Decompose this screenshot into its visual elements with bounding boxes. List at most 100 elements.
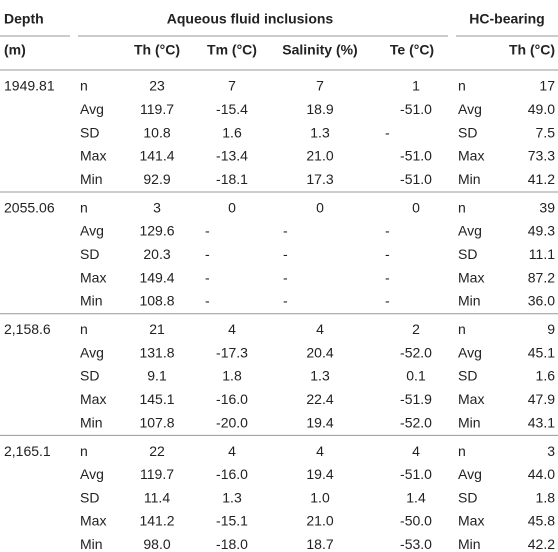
depth: 2,158.6 xyxy=(4,321,51,337)
stat-label: Min xyxy=(80,293,103,309)
cell: 0.1 xyxy=(406,368,426,384)
cell: - xyxy=(385,269,390,285)
cell: -18.0 xyxy=(216,536,248,552)
cell: 18.7 xyxy=(306,536,333,552)
cell: 23 xyxy=(149,78,165,94)
stat-label: Min xyxy=(80,536,103,552)
stat-label: Max xyxy=(458,148,484,164)
cell: -20.0 xyxy=(216,414,248,430)
cell: 49.0 xyxy=(528,101,555,117)
cell: 45.8 xyxy=(528,513,555,529)
cell: 4 xyxy=(316,321,324,337)
stat-label: n xyxy=(458,199,466,215)
stat-label: SD xyxy=(80,368,99,384)
stat-label: Avg xyxy=(458,101,482,117)
cell: 1.4 xyxy=(406,489,426,505)
cell: - xyxy=(283,246,288,262)
cell: -51.0 xyxy=(400,148,432,164)
stat-label: SD xyxy=(458,246,477,262)
cell: 21.0 xyxy=(306,513,333,529)
cell: - xyxy=(385,246,390,262)
stat-label: Avg xyxy=(80,466,104,482)
stat-label: SD xyxy=(458,368,477,384)
cell: 4 xyxy=(316,443,324,459)
stat-label: Max xyxy=(458,513,484,529)
cell: 20.3 xyxy=(143,246,170,262)
cell: 3 xyxy=(153,199,161,215)
cell: 0 xyxy=(316,199,324,215)
cell: 47.9 xyxy=(528,391,555,407)
stat-label: Max xyxy=(80,148,106,164)
cell: 7.5 xyxy=(536,124,556,140)
stat-label: Avg xyxy=(458,466,482,482)
cell: -51.0 xyxy=(400,101,432,117)
column-header: Salinity (%) xyxy=(282,42,357,58)
cell: 43.1 xyxy=(528,414,555,430)
cell: -16.0 xyxy=(216,391,248,407)
column-header: Th (°C) xyxy=(134,42,180,58)
cell: 141.2 xyxy=(139,513,174,529)
cell: 22 xyxy=(149,443,165,459)
cell: 145.1 xyxy=(139,391,174,407)
stat-label: Min xyxy=(458,293,481,309)
cell: - xyxy=(205,293,210,309)
cell: 1.0 xyxy=(310,489,330,505)
cell: 41.2 xyxy=(528,171,555,187)
cell: - xyxy=(385,293,390,309)
cell: 149.4 xyxy=(139,269,174,285)
cell: - xyxy=(283,293,288,309)
stat-label: SD xyxy=(458,124,477,140)
cell: 4 xyxy=(228,443,236,459)
cell: 11.4 xyxy=(144,489,170,505)
stat-label: Avg xyxy=(80,223,104,239)
cell: - xyxy=(385,124,390,140)
cell: - xyxy=(283,223,288,239)
cell: 0 xyxy=(412,199,420,215)
stat-label: Min xyxy=(458,171,481,187)
cell: 131.8 xyxy=(139,344,174,360)
cell: 87.2 xyxy=(528,269,555,285)
cell: -15.4 xyxy=(216,101,248,117)
cell: 11.1 xyxy=(529,246,555,262)
cell: 1.3 xyxy=(310,368,330,384)
stat-label: n xyxy=(80,443,88,459)
cell: -53.0 xyxy=(400,536,432,552)
cell: 119.7 xyxy=(140,101,174,117)
cell: 9 xyxy=(547,321,555,337)
stat-label: SD xyxy=(80,489,99,505)
cell: 3 xyxy=(547,443,555,459)
stat-label: Min xyxy=(80,414,103,430)
stat-label: n xyxy=(80,78,88,94)
cell: 39 xyxy=(539,199,555,215)
cell: 22.4 xyxy=(306,391,333,407)
cell: 1.3 xyxy=(222,489,242,505)
cell: 20.4 xyxy=(306,344,333,360)
stat-label: Avg xyxy=(458,344,482,360)
stat-label: Max xyxy=(458,269,484,285)
cell: 108.8 xyxy=(139,293,174,309)
stat-label: n xyxy=(458,78,466,94)
cell: -51.0 xyxy=(400,466,432,482)
cell: 17.3 xyxy=(306,171,333,187)
stat-label: Avg xyxy=(80,101,104,117)
cell: -16.0 xyxy=(216,466,248,482)
stat-label: Avg xyxy=(80,344,104,360)
column-header: Te (°C) xyxy=(390,42,434,58)
cell: 10.8 xyxy=(143,124,170,140)
cell: 17 xyxy=(539,78,555,94)
stat-label: Min xyxy=(80,171,103,187)
stat-label: SD xyxy=(458,489,477,505)
stat-label: Max xyxy=(80,269,106,285)
stat-label: n xyxy=(458,321,466,337)
column-header: Th (°C) xyxy=(509,42,555,58)
cell: 21 xyxy=(149,321,165,337)
cell: 49.3 xyxy=(528,223,555,239)
stat-label: Max xyxy=(80,391,106,407)
cell: 1 xyxy=(412,78,420,94)
cell: -51.0 xyxy=(400,171,432,187)
cell: 2 xyxy=(412,321,420,337)
cell: -18.1 xyxy=(216,171,248,187)
cell: 18.9 xyxy=(306,101,333,117)
stat-label: Min xyxy=(458,414,481,430)
